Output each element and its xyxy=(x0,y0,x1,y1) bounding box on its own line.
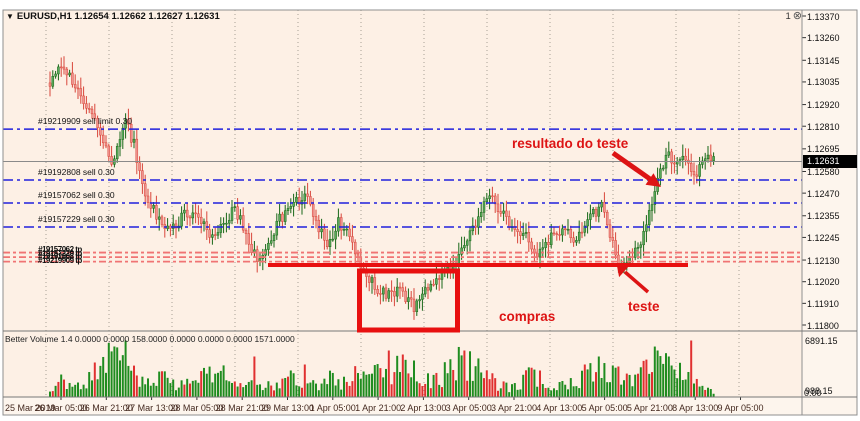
price-tick-label: 1.12920 xyxy=(807,100,840,111)
price-tick-label: 1.13260 xyxy=(807,33,840,44)
volume-scale-overlay: 988.15 xyxy=(805,386,833,396)
time-axis-label: 1 Apr 05:00 xyxy=(309,403,356,413)
tp-order-label: #19219909 tp xyxy=(38,255,82,265)
time-axis-label: 28 Mar 21:00 xyxy=(215,403,269,413)
price-tick-label: 1.12245 xyxy=(807,232,840,243)
price-tick-label: 1.12580 xyxy=(807,166,840,177)
price-tick-label: 1.12355 xyxy=(807,211,840,222)
tp-order-label: #19157062 tp xyxy=(38,245,82,254)
time-axis-label: 5 Apr 05:00 xyxy=(581,403,628,413)
time-axis-label: 8 Apr 13:00 xyxy=(672,403,719,413)
price-tick-label: 1.12020 xyxy=(807,277,840,288)
tp-order-label: #19192808 tp xyxy=(38,252,82,261)
grid-lines xyxy=(45,10,740,397)
time-axis-label: 25 Mar 2019 xyxy=(5,403,56,413)
test-arrow xyxy=(617,266,650,294)
price-tick-label: 1.11800 xyxy=(807,320,839,331)
result-arrow xyxy=(611,150,661,187)
time-axis-label: 26 Mar 05:00 xyxy=(34,403,88,413)
axis-ticks xyxy=(60,15,806,400)
time-axis-label: 5 Apr 21:00 xyxy=(626,403,673,413)
order-label: #19157062 sell 0.30 xyxy=(38,189,115,200)
volume-indicator-header: Better Volume 1.4 0.0000 0.0000 158.0000… xyxy=(5,334,295,344)
time-axis-label: 26 Mar 21:00 xyxy=(79,403,133,413)
time-axis-label: 27 Mar 13:00 xyxy=(125,403,179,413)
subwindow-controls: 1 ⊗ xyxy=(785,9,802,22)
time-axis-background[interactable] xyxy=(3,397,802,415)
price-tick-label: 1.13370 xyxy=(807,11,840,22)
volume-bars xyxy=(49,340,715,397)
time-axis-label: 29 Mar 13:00 xyxy=(260,403,315,413)
price-tick-label: 1.11910 xyxy=(807,298,839,309)
price-tick-label: 1.12470 xyxy=(807,188,840,199)
time-axis-label: 1 Apr 21:00 xyxy=(355,403,402,413)
volume-scale-min: 0.00 xyxy=(804,388,822,398)
order-level-lines xyxy=(3,128,802,267)
tp-order-label: #19157229 tp xyxy=(38,248,82,258)
subwindow-count: 1 xyxy=(785,11,791,22)
annotation-result: resultado do teste xyxy=(512,136,629,151)
chart-title-bar: ▼ EURUSD,H1 1.12654 1.12662 1.12627 1.126… xyxy=(6,11,220,22)
order-label: #19192808 sell 0.30 xyxy=(38,166,115,177)
time-axis-label: 28 Mar 05:00 xyxy=(170,403,224,413)
entry-rectangle xyxy=(357,268,460,333)
close-icon[interactable]: ⊗ xyxy=(792,10,802,22)
price-axis-background[interactable] xyxy=(802,10,857,415)
annotation-compras: compras xyxy=(499,309,556,324)
time-axis-label: 9 Apr 05:00 xyxy=(717,403,764,413)
collapse-panel-icon[interactable]: ▼ xyxy=(6,12,14,21)
order-label: #19157229 sell 0.30 xyxy=(38,213,115,224)
time-axis-label: 2 Apr 13:00 xyxy=(400,403,447,413)
time-axis-label: 4 Apr 13:00 xyxy=(536,403,583,413)
volume-scale-max: 6891.15 xyxy=(805,336,838,346)
price-tick-label: 1.13145 xyxy=(807,55,840,66)
order-label: #19219909 sell limit 0.30 xyxy=(38,116,133,127)
time-axis-label: 3 Apr 21:00 xyxy=(490,403,538,413)
price-tick-label: 1.13035 xyxy=(807,77,840,88)
price-tick-label: 1.12130 xyxy=(807,255,840,266)
symbol-ohlc-text: EURUSD,H1 1.12654 1.12662 1.12627 1.1263… xyxy=(16,11,220,22)
price-tick-label: 1.12810 xyxy=(807,121,840,132)
annotation-teste: teste xyxy=(628,299,660,314)
price-tick-label: 1.12695 xyxy=(807,144,840,155)
time-axis-label: 3 Apr 05:00 xyxy=(445,403,492,413)
current-price-badge: 1.12631 xyxy=(803,155,857,168)
